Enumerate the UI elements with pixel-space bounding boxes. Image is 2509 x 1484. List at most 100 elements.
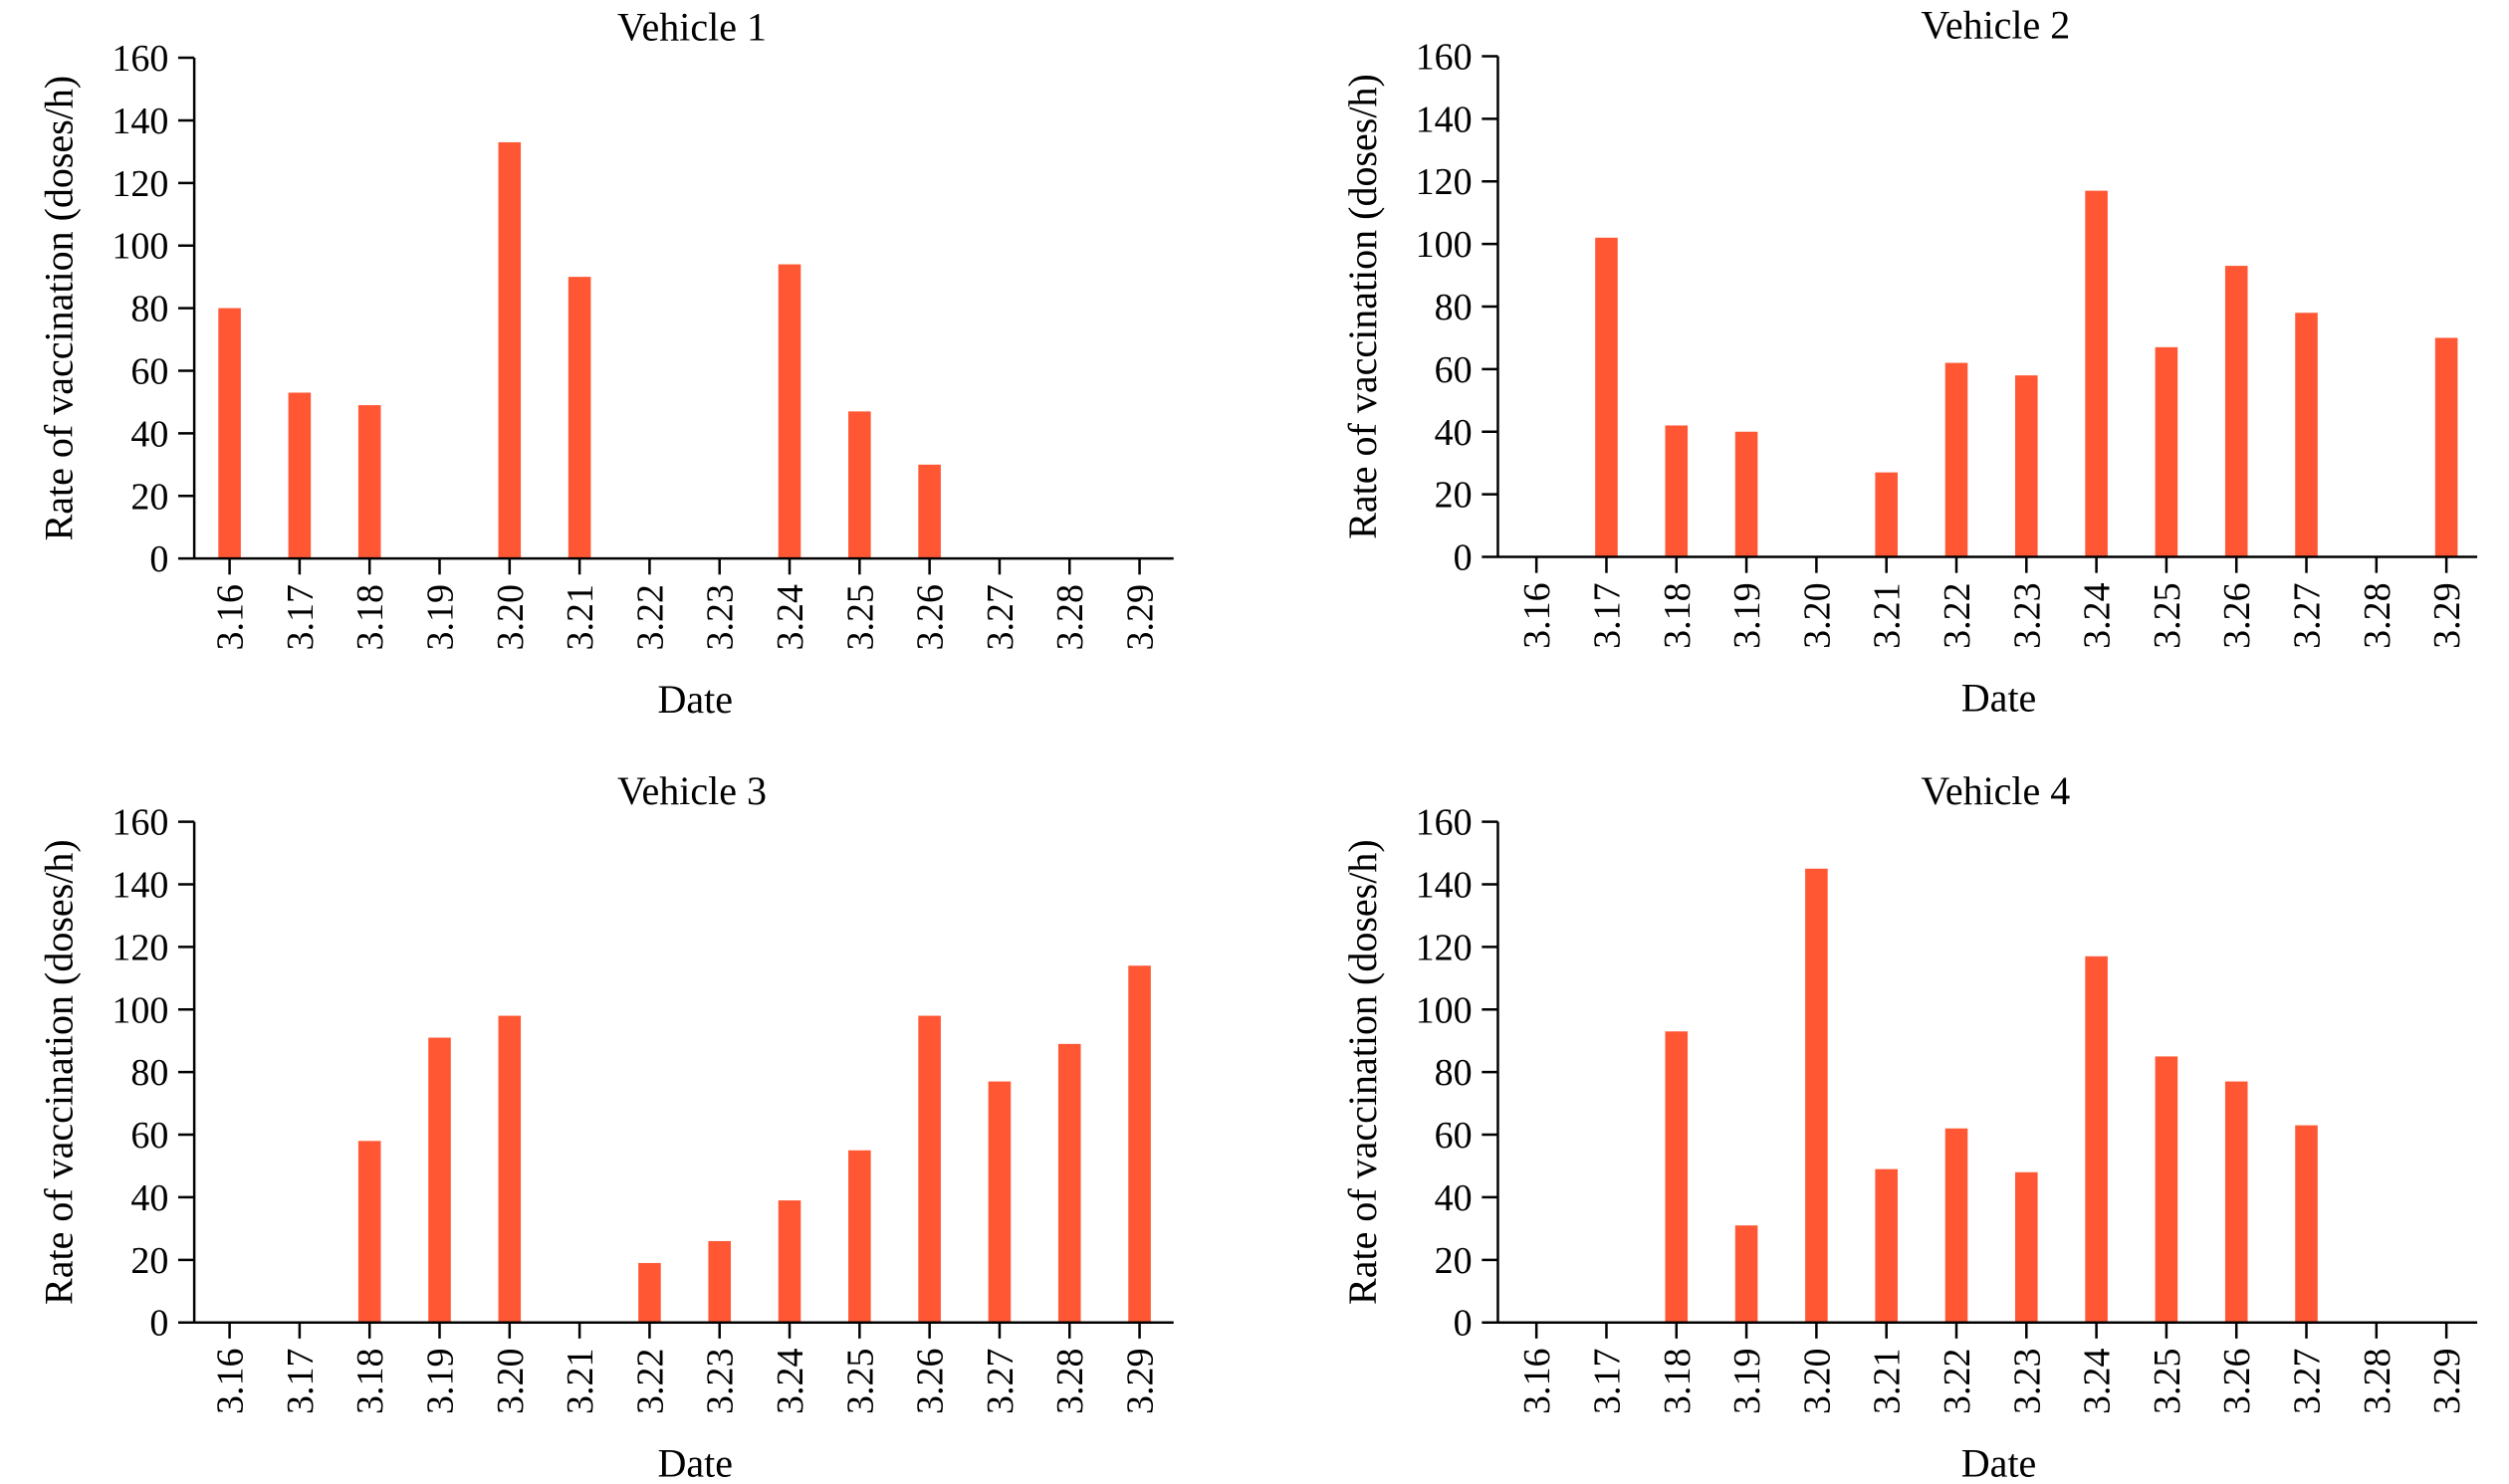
chart-title: Vehicle 4 xyxy=(1921,768,2070,813)
x-tick-label: 3.22 xyxy=(1937,582,1978,649)
x-tick-label: 3.19 xyxy=(420,1349,462,1415)
x-tick-label: 3.29 xyxy=(2426,582,2468,649)
x-tick-label: 3.26 xyxy=(2216,582,2258,649)
x-axis-label: Date xyxy=(657,1441,733,1484)
x-tick-label: 3.24 xyxy=(2077,1349,2119,1415)
x-tick-label: 3.23 xyxy=(700,584,742,651)
x-tick-label: 3.25 xyxy=(2147,582,2188,649)
y-tick-label: 0 xyxy=(1454,1303,1473,1345)
bar-3.27 xyxy=(988,1081,1012,1323)
bar-3.19 xyxy=(1734,431,1758,557)
y-tick-label: 160 xyxy=(1416,36,1473,78)
bar-3.25 xyxy=(848,1150,871,1323)
x-tick-label: 3.25 xyxy=(839,1349,881,1415)
y-tick-label: 140 xyxy=(112,101,168,142)
y-tick-label: 100 xyxy=(112,226,168,268)
x-tick-label: 3.28 xyxy=(1049,584,1091,651)
y-tick-label: 60 xyxy=(130,1115,168,1157)
bar-3.26 xyxy=(918,464,941,559)
x-tick-label: 3.25 xyxy=(839,584,881,651)
bar-3.29 xyxy=(2434,337,2458,557)
bar-3.16 xyxy=(218,308,241,559)
x-axis-label: Date xyxy=(1961,1441,2037,1484)
y-tick-label: 80 xyxy=(130,1052,168,1094)
y-tick-label: 20 xyxy=(130,476,168,518)
x-tick-label: 3.27 xyxy=(980,1349,1022,1415)
bar-3.26 xyxy=(2224,1081,2248,1323)
x-tick-label: 3.21 xyxy=(560,584,601,651)
y-tick-label: 100 xyxy=(1416,224,1473,266)
x-tick-label: 3.27 xyxy=(980,584,1022,651)
bar-3.23 xyxy=(708,1240,732,1323)
bar-3.18 xyxy=(357,1141,381,1323)
bar-3.27 xyxy=(2295,1125,2318,1323)
bar-3.19 xyxy=(1734,1225,1758,1323)
y-tick-label: 60 xyxy=(130,350,168,392)
bar-3.21 xyxy=(1875,472,1898,557)
bar-3.25 xyxy=(2155,1056,2178,1323)
bar-3.23 xyxy=(2015,1171,2038,1323)
chart-title: Vehicle 2 xyxy=(1921,3,2070,48)
bar-3.22 xyxy=(1944,362,1968,557)
x-tick-label: 3.28 xyxy=(2357,582,2398,649)
y-tick-label: 80 xyxy=(130,289,168,330)
x-tick-label: 3.20 xyxy=(490,584,532,651)
x-tick-label: 3.23 xyxy=(700,1349,742,1415)
y-tick-label: 0 xyxy=(149,1303,168,1345)
bar-3.25 xyxy=(2155,346,2178,557)
x-tick-label: 3.22 xyxy=(629,1349,671,1415)
y-tick-label: 140 xyxy=(1416,99,1473,140)
bar-3.22 xyxy=(638,1262,661,1323)
y-tick-label: 120 xyxy=(112,163,168,205)
y-axis-label: Rate of vaccination (doses/h) xyxy=(1340,839,1385,1305)
bar-3.20 xyxy=(498,141,522,559)
y-tick-label: 160 xyxy=(1416,802,1473,844)
y-tick-label: 140 xyxy=(1416,864,1473,906)
y-tick-label: 40 xyxy=(130,1177,168,1219)
x-axis-label: Date xyxy=(1961,675,2037,720)
chart-title: Vehicle 3 xyxy=(617,768,767,813)
bar-3.19 xyxy=(428,1037,451,1323)
x-tick-label: 3.19 xyxy=(1726,1349,1768,1415)
x-tick-label: 3.26 xyxy=(910,584,952,651)
x-tick-label: 3.22 xyxy=(629,584,671,651)
x-tick-label: 3.20 xyxy=(490,1349,532,1415)
x-tick-label: 3.26 xyxy=(910,1349,952,1415)
x-tick-label: 3.21 xyxy=(560,1349,601,1415)
chart-panel-1: Vehicle 1 Rate of vaccination (doses/h) 0 2… xyxy=(37,4,1174,722)
x-tick-label: 3.16 xyxy=(210,1349,252,1415)
x-tick-label: 3.17 xyxy=(1586,1349,1628,1415)
x-tick-label: 3.17 xyxy=(1586,582,1628,649)
chart-title: Vehicle 1 xyxy=(617,4,767,49)
x-tick-label: 3.20 xyxy=(1796,582,1838,649)
y-tick-label: 120 xyxy=(1416,161,1473,203)
bar-3.29 xyxy=(1128,965,1151,1323)
bar-3.24 xyxy=(778,264,801,559)
x-tick-label: 3.24 xyxy=(770,584,811,651)
bar-3.18 xyxy=(1665,1031,1689,1323)
x-tick-label: 3.26 xyxy=(2216,1349,2258,1415)
bar-3.20 xyxy=(1805,868,1828,1323)
x-tick-label: 3.29 xyxy=(1120,584,1162,651)
bar-3.24 xyxy=(2085,955,2108,1323)
x-tick-label: 3.17 xyxy=(280,1349,322,1415)
x-tick-label: 3.29 xyxy=(2426,1349,2468,1415)
y-tick-label: 120 xyxy=(1416,927,1473,968)
bar-3.17 xyxy=(1595,237,1618,557)
y-tick-label: 60 xyxy=(1435,1115,1473,1157)
chart-panel-4: Vehicle 4 Rate of vaccination (doses/h) 0 2… xyxy=(1340,768,2478,1484)
x-axis-label: Date xyxy=(657,677,733,722)
chart-panel-3: Vehicle 3 Rate of vaccination (doses/h) 0 2… xyxy=(37,768,1174,1484)
y-tick-label: 120 xyxy=(112,927,168,968)
x-tick-label: 3.27 xyxy=(2287,582,2329,649)
bar-3.20 xyxy=(498,1015,522,1323)
y-axis-label: Rate of vaccination (doses/h) xyxy=(37,839,82,1305)
y-tick-label: 140 xyxy=(112,864,168,906)
y-tick-label: 160 xyxy=(112,802,168,844)
x-tick-label: 3.19 xyxy=(1726,582,1768,649)
bar-3.18 xyxy=(357,405,381,559)
bar-3.27 xyxy=(2295,313,2318,557)
x-tick-label: 3.27 xyxy=(2287,1349,2329,1415)
y-axis-label: Rate of vaccination (doses/h) xyxy=(1340,74,1385,539)
